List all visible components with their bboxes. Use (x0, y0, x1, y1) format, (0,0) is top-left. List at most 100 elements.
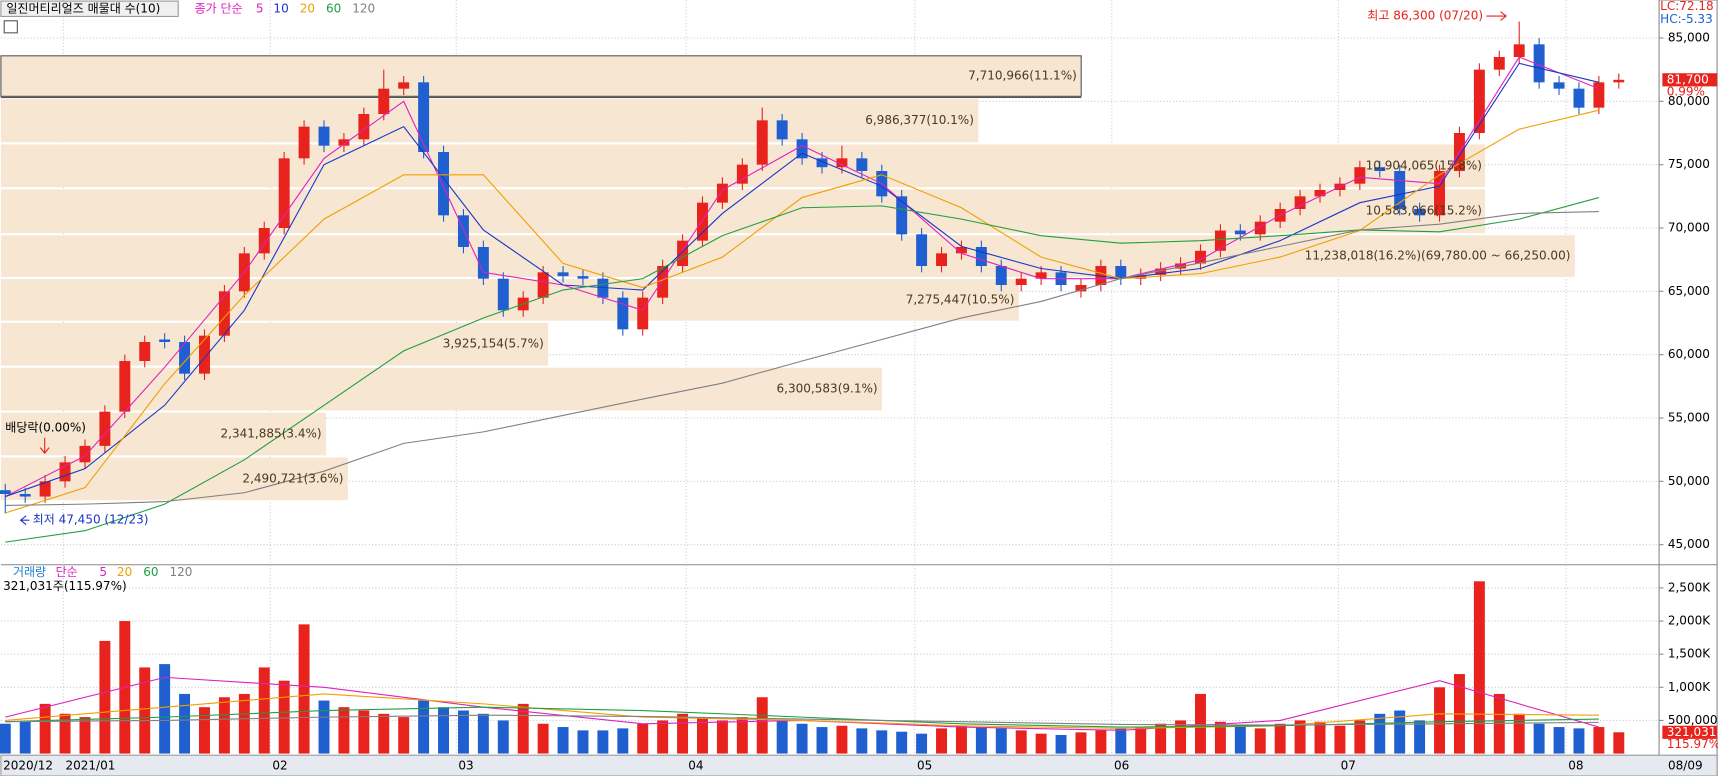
y-tick-label: 80,000 (1668, 94, 1710, 108)
volume-bar (338, 707, 350, 754)
low-label: 최저 47,450 (12/23) (33, 513, 149, 527)
candle-body (1513, 44, 1525, 58)
volume-title: 거래량 (13, 565, 46, 579)
volume-bar (697, 717, 708, 754)
volume-bar (99, 640, 111, 754)
candle-body (577, 276, 589, 279)
volume-bar (517, 703, 529, 754)
volume-bar (298, 624, 310, 754)
volume-bar (1374, 713, 1386, 754)
candle-body (1214, 230, 1226, 251)
high-label: 최고 86,300 (07/20) (1367, 9, 1483, 23)
volume-profile-box (0, 189, 1486, 234)
lc-label: LC:72.18 (1660, 0, 1714, 13)
x-tick-label: 02 (272, 759, 287, 773)
legend-entry: 120 (352, 1, 375, 15)
last-volume-tag (1662, 725, 1718, 739)
candle-body (597, 278, 609, 298)
ma-line (5, 109, 1600, 514)
legend-entry: 5 (99, 565, 107, 579)
candle-body (1234, 230, 1246, 235)
volume-bar (59, 713, 71, 754)
ma-line (5, 197, 1600, 543)
change-label: 0.99% (1667, 84, 1705, 98)
volume-bar (1055, 735, 1067, 754)
volume-bar (995, 728, 1007, 754)
volume-bar (1553, 727, 1565, 754)
candle-body (59, 462, 71, 482)
candle-body (438, 152, 450, 216)
x-tick-label: 06 (1114, 759, 1129, 773)
candle-body (39, 481, 51, 497)
ex-dividend-label: 배당락(0.00%) (5, 420, 86, 434)
volume-bar (796, 723, 808, 754)
last-price-label: 81,700 (1667, 72, 1709, 86)
y-tick-label: 1,000K (1668, 680, 1711, 694)
volume-bar (179, 693, 191, 754)
candle-body (1254, 221, 1266, 235)
candle-body (916, 234, 928, 267)
title: 일진머티리얼즈 매물대 수(10) (6, 1, 160, 15)
volume-bar (876, 730, 888, 754)
candle-body (79, 445, 91, 463)
candle-body (199, 335, 210, 374)
volume-profile-box (0, 322, 549, 366)
y-tick-label: 2,500K (1668, 580, 1711, 594)
volume-bar (836, 725, 848, 754)
candle-body (1155, 268, 1167, 275)
volume-bar (238, 693, 250, 754)
volume-bar (1135, 727, 1147, 754)
candle-body (1553, 82, 1565, 89)
volume-bar (756, 697, 768, 754)
ma-line (5, 62, 1600, 498)
title-box (0, 0, 179, 17)
high-arrow (1486, 11, 1507, 21)
volume-bar (1195, 693, 1206, 754)
candle-body (378, 88, 390, 115)
candle-body (1573, 88, 1585, 108)
ma-line (5, 693, 1599, 729)
candle-body (557, 272, 569, 277)
candle-body (418, 82, 430, 153)
legend-entry: 60 (326, 1, 341, 15)
volume-bar (218, 697, 230, 754)
volume-profile-label: 10,904,065(15.8%) (1366, 158, 1482, 172)
volume-profile-box (0, 279, 1019, 321)
candle-body (1374, 167, 1386, 172)
volume-bar (199, 707, 210, 754)
volume-bar (1035, 733, 1047, 754)
legend-entry: 60 (143, 565, 158, 579)
volume-bar (716, 720, 728, 754)
right-axis-area (1658, 0, 1718, 776)
volume-bar (916, 733, 928, 754)
legend-entry: 20 (300, 1, 315, 15)
candle-body (816, 158, 828, 168)
x-tick-label: 05 (917, 759, 932, 773)
volume-profile-label: 7,710,966(11.1%) (968, 69, 1077, 83)
x-tick-label: 2021/01 (65, 759, 115, 773)
volume-bar (1394, 710, 1406, 754)
candle-body (1075, 285, 1087, 292)
y-tick-label: 65,000 (1668, 284, 1710, 298)
table-icon[interactable] (3, 20, 18, 34)
candle-body (995, 266, 1007, 286)
volume-bar (1334, 725, 1346, 754)
volume-bar (159, 664, 171, 754)
volume-bar (1274, 723, 1286, 754)
volume-bar (1354, 720, 1366, 754)
ma-line (5, 714, 1599, 726)
candle-body (139, 342, 151, 362)
volume-bar (457, 710, 469, 754)
volume-bar (975, 727, 987, 754)
ma-label: 종가 단순 (195, 1, 243, 15)
volume-bar (378, 713, 390, 754)
legend-entry: 10 (273, 1, 288, 15)
candle-body (1434, 171, 1445, 216)
candle-body (497, 278, 509, 311)
candle-body (637, 297, 649, 330)
volume-bar (776, 720, 788, 754)
